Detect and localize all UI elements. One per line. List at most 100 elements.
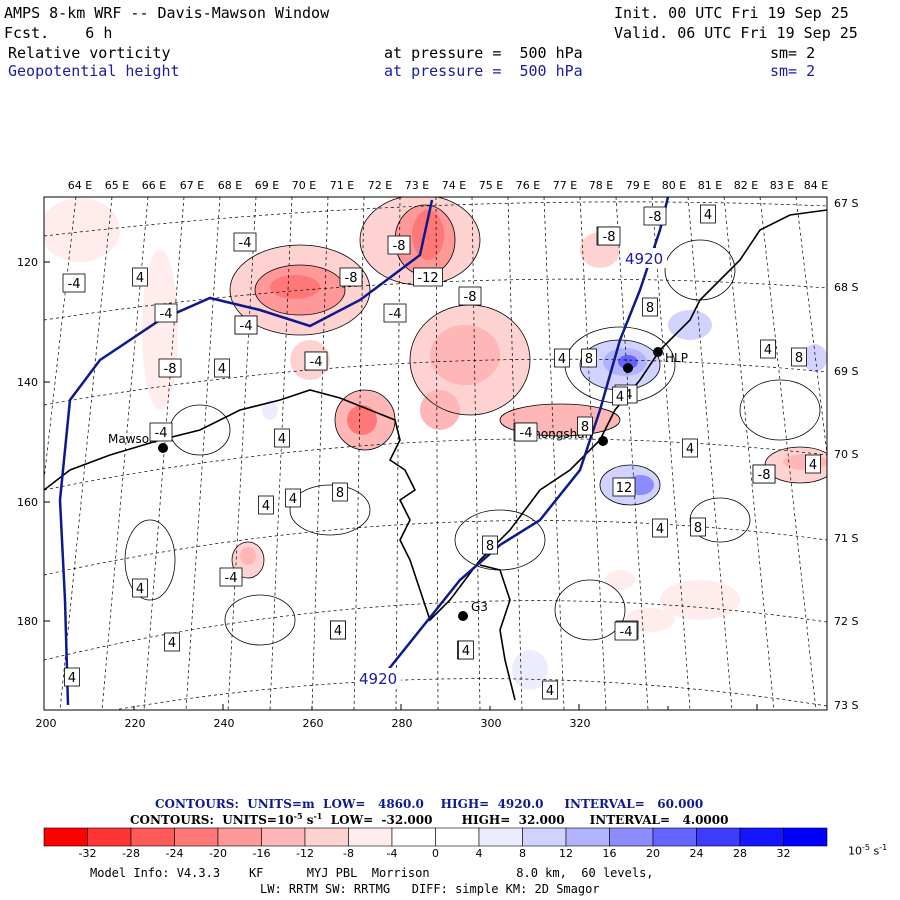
lat-label: 70 S <box>834 448 858 461</box>
x-tick-label: 240 <box>214 717 235 730</box>
colorbar-box <box>217 827 262 847</box>
colorbar-box <box>783 827 828 847</box>
svg-text:4: 4 <box>704 208 712 223</box>
svg-text:-8: -8 <box>603 230 616 245</box>
forecast-hour: Fcst. 6 h <box>4 24 113 42</box>
lon-label: 77 E <box>553 179 577 192</box>
colorbar-box <box>478 827 523 847</box>
lat-label: 71 S <box>834 532 858 545</box>
lon-label: 68 E <box>218 179 242 192</box>
longitude-labels: 64 E 65 E 66 E 67 E 68 E 69 E 70 E 71 E … <box>68 179 828 192</box>
svg-text:4: 4 <box>462 644 470 659</box>
init-time: Init. 00 UTC Fri 19 Sep 25 <box>614 4 849 22</box>
lon-label: 72 E <box>368 179 392 192</box>
lat-label: 73 S <box>834 699 858 712</box>
coastline <box>44 209 827 701</box>
colorbar-box <box>130 827 175 847</box>
field1-smoothing: sm= 2 <box>770 44 816 62</box>
lon-label: 80 E <box>662 179 686 192</box>
colorbar-box <box>43 827 88 847</box>
lon-label: 82 E <box>734 179 758 192</box>
svg-text:-4: -4 <box>239 236 252 251</box>
lon-label: 73 E <box>405 179 429 192</box>
vorticity-label: -4 <box>233 232 257 252</box>
lon-label: 84 E <box>804 179 828 192</box>
y-tick-label: 160 <box>17 496 38 509</box>
lat-label: 69 S <box>834 365 858 378</box>
svg-text:-4: -4 <box>389 307 402 322</box>
svg-text:4: 4 <box>136 271 144 286</box>
lon-label: 64 E <box>68 179 92 192</box>
svg-text:8: 8 <box>694 521 702 536</box>
model-info-line2: LW: RRTM SW: RRTMG DIFF: simple KM: 2D S… <box>260 882 600 896</box>
vorticity-label: 4 <box>132 578 148 598</box>
colorbar-tick-label: -16 <box>252 847 271 860</box>
lon-label: 70 E <box>292 179 316 192</box>
vorticity-label: -4 <box>234 315 258 335</box>
vorticity-label: 4 <box>164 632 180 652</box>
svg-text:12: 12 <box>616 481 633 496</box>
station-label-hlp: HLP <box>665 351 688 365</box>
lon-label: 74 E <box>442 179 466 192</box>
svg-text:4: 4 <box>656 522 664 537</box>
colorbar-tick-label: -24 <box>165 847 184 860</box>
vorticity-label: -4 <box>304 351 328 371</box>
colorbar-tick-label: 16 <box>602 847 617 860</box>
lat-label: 72 S <box>834 615 858 628</box>
colorbar-tick-label: 32 <box>776 847 791 860</box>
svg-text:-8: -8 <box>758 468 771 483</box>
x-grid-ticks: 200 220 240 260 280 300 320 <box>36 704 758 730</box>
colorbar-tick-label: 20 <box>646 847 660 860</box>
vorticity-label: 4 <box>682 438 698 458</box>
svg-text:4: 4 <box>616 390 624 405</box>
field1-pressure: at pressure = 500 hPa <box>384 44 583 62</box>
lon-label: 81 E <box>698 179 722 192</box>
vorticity-label: 4 <box>214 358 230 378</box>
lon-label: 65 E <box>105 179 129 192</box>
vorticity-label: -4 <box>614 621 638 641</box>
x-tick-label: 260 <box>303 717 324 730</box>
colorbar-box <box>391 827 436 847</box>
vorticity-label: 4 <box>64 667 80 687</box>
vorticity-label: 8 <box>332 482 348 502</box>
vorticity-label: -8 <box>387 235 411 255</box>
svg-text:-8: -8 <box>464 290 477 305</box>
colorbar-box <box>87 827 132 847</box>
svg-text:4: 4 <box>289 492 297 507</box>
vorticity-label: 4 <box>258 495 274 515</box>
y-tick-label: 140 <box>17 376 38 389</box>
vorticity-label: 8 <box>642 297 658 317</box>
colorbar-tick-label: -12 <box>296 847 314 860</box>
vorticity-label: 4 <box>330 620 346 640</box>
svg-text:4: 4 <box>809 458 817 473</box>
contour-legend-vorticity: CONTOURS: UNITS=10-5 s-1 LOW= -32.000 HI… <box>130 811 729 827</box>
lon-label: 76 E <box>516 179 540 192</box>
svg-text:4: 4 <box>262 499 270 514</box>
colorbar-tick-label: 28 <box>733 847 747 860</box>
colorbar-tick-label: 8 <box>519 847 526 860</box>
svg-text:-12: -12 <box>417 271 438 286</box>
colorbar-box <box>565 827 610 847</box>
x-tick-label: 320 <box>570 717 591 730</box>
colorbar-box <box>261 827 306 847</box>
lon-label: 66 E <box>142 179 166 192</box>
vorticity-label: 4 <box>554 348 570 368</box>
station-label-g3: G3 <box>471 600 488 614</box>
colorbar-box <box>696 827 741 847</box>
svg-text:-4: -4 <box>240 319 253 334</box>
y-grid-ticks: 120 140 160 180 <box>17 256 50 628</box>
vorticity-label: -4 <box>154 303 178 323</box>
svg-text:4: 4 <box>218 362 226 377</box>
svg-text:4: 4 <box>546 684 554 699</box>
station-marker-zhongshan <box>598 436 608 446</box>
vorticity-label: 4 <box>274 428 290 448</box>
colorbar-box <box>739 827 784 847</box>
station-label-zhongshan: Zhongshan <box>525 427 592 441</box>
colorbar-tick-label: -32 <box>78 847 97 860</box>
vorticity-label: -8 <box>158 358 182 378</box>
svg-text:4: 4 <box>764 343 772 358</box>
svg-text:8: 8 <box>646 301 654 316</box>
colorbar-tick-label: -4 <box>386 847 398 860</box>
lat-lon-grid <box>44 197 827 710</box>
lon-label: 78 E <box>589 179 613 192</box>
